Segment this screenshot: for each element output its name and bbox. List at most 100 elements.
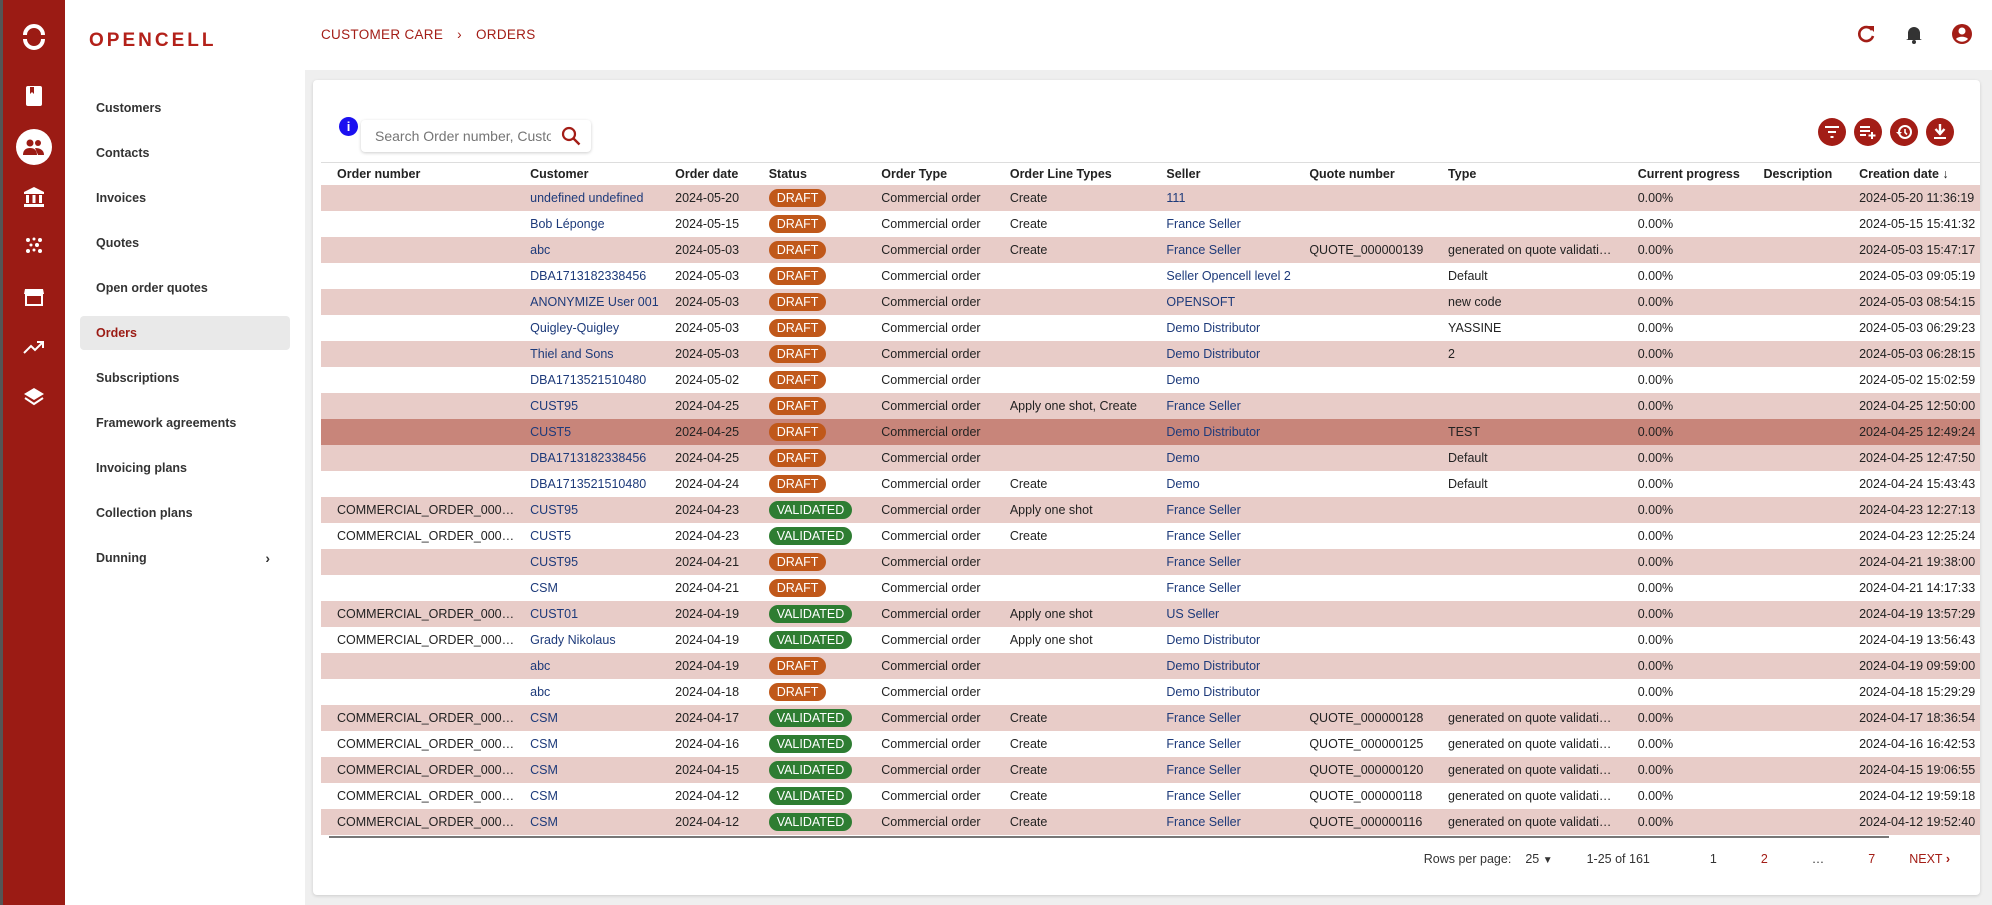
customer-link[interactable]: DBA1713521510480 bbox=[530, 373, 647, 387]
customer-link[interactable]: CSM bbox=[514, 809, 660, 835]
store-icon[interactable] bbox=[17, 280, 51, 314]
column-header[interactable]: Status bbox=[768, 167, 807, 181]
table-row[interactable]: CUST5 2024-04-25 DRAFT Commercial order Demo… bbox=[321, 419, 1980, 445]
sidebar-item-subscriptions[interactable]: Subscriptions bbox=[80, 361, 290, 395]
table-row[interactable]: COMMERCIAL_ORDER_000… Grady Nikolaus 2024-… bbox=[321, 627, 1980, 653]
column-header[interactable]: Type bbox=[1448, 167, 1477, 181]
table-row[interactable]: DBA1713521510480 2024-05-02 DRAFT Commercia… bbox=[321, 367, 1980, 393]
column-header[interactable]: Order date bbox=[675, 167, 739, 181]
seller-link[interactable]: Demo Distributor bbox=[1150, 419, 1294, 445]
table-row[interactable]: Thiel and Sons 2024-05-03 DRAFT Commercial … bbox=[321, 341, 1980, 367]
customer-link[interactable]: CUST95 bbox=[514, 497, 660, 523]
seller-link[interactable]: Seller Opencell level 2 bbox=[1166, 269, 1291, 283]
table-row[interactable]: Quigley-Quigley 2024-05-03 DRAFT Commercial… bbox=[321, 315, 1980, 341]
sidebar-item-invoices[interactable]: Invoices bbox=[80, 181, 290, 215]
customer-link[interactable]: CUST5 bbox=[514, 419, 660, 445]
column-header[interactable]: Quote number bbox=[1309, 167, 1395, 181]
seller-link[interactable]: France Seller bbox=[1150, 705, 1294, 731]
seller-link[interactable]: France Seller bbox=[1166, 789, 1241, 803]
customer-link[interactable]: Thiel and Sons bbox=[514, 341, 660, 367]
sidebar-item-collection-plans[interactable]: Collection plans bbox=[80, 496, 290, 530]
sidebar-item-framework-agreements[interactable]: Framework agreements bbox=[80, 406, 290, 440]
customer-link[interactable]: abc bbox=[514, 237, 660, 263]
customer-link[interactable]: CSM bbox=[514, 757, 660, 783]
trending-up-icon[interactable] bbox=[17, 330, 51, 364]
table-row[interactable]: DBA1713521510480 2024-04-24 DRAFT Commercia… bbox=[321, 471, 1980, 497]
customer-link[interactable]: abc bbox=[530, 685, 551, 699]
table-row[interactable]: abc 2024-04-18 DRAFT Commercial order Demo D… bbox=[321, 679, 1980, 705]
seller-link[interactable]: Demo bbox=[1166, 477, 1200, 491]
bell-icon[interactable] bbox=[1902, 22, 1926, 46]
seller-link[interactable]: France Seller bbox=[1150, 549, 1294, 575]
book-icon[interactable] bbox=[17, 79, 51, 113]
column-header[interactable]: Customer bbox=[530, 167, 589, 181]
table-row[interactable]: undefined undefined 2024-05-20 DRAFT Commer… bbox=[321, 185, 1980, 211]
table-row[interactable]: DBA1713182338456 2024-04-25 DRAFT Commercia… bbox=[321, 445, 1980, 471]
table-row[interactable]: ANONYMIZE User 001 2024-05-03 DRAFT Commerc… bbox=[321, 289, 1980, 315]
customer-link[interactable]: DBA1713182338456 bbox=[530, 269, 647, 283]
seller-link[interactable]: Demo bbox=[1166, 373, 1200, 387]
seller-link[interactable]: France Seller bbox=[1166, 737, 1241, 751]
seller-link[interactable]: France Seller bbox=[1150, 809, 1294, 835]
opencell-logo-icon[interactable] bbox=[17, 20, 51, 54]
customer-link[interactable]: CSM bbox=[530, 737, 558, 751]
history-icon[interactable] bbox=[1890, 118, 1918, 146]
seller-link[interactable]: France Seller bbox=[1150, 757, 1294, 783]
seller-link[interactable]: France Seller bbox=[1166, 529, 1241, 543]
refresh-icon[interactable] bbox=[1854, 22, 1878, 46]
customer-link[interactable]: CUST5 bbox=[530, 529, 572, 543]
search-input[interactable] bbox=[361, 128, 551, 144]
table-row[interactable]: CUST95 2024-04-25 DRAFT Commercial order App… bbox=[321, 393, 1980, 419]
seller-link[interactable]: France Seller bbox=[1150, 237, 1294, 263]
customer-link[interactable]: Grady Nikolaus bbox=[530, 633, 616, 647]
column-header[interactable]: Order Type bbox=[881, 167, 948, 181]
column-header[interactable]: Current progress bbox=[1637, 167, 1740, 181]
sidebar-item-open-order-quotes[interactable]: Open order quotes bbox=[80, 271, 290, 305]
bank-icon[interactable] bbox=[17, 180, 51, 214]
table-row[interactable]: abc 2024-05-03 DRAFT Commercial order Create… bbox=[321, 237, 1980, 263]
customer-link[interactable]: CUST95 bbox=[514, 549, 660, 575]
seller-link[interactable]: Demo bbox=[1150, 445, 1294, 471]
account-icon[interactable] bbox=[1950, 22, 1974, 46]
download-icon[interactable] bbox=[1926, 118, 1954, 146]
sidebar-item-invoicing-plans[interactable]: Invoicing plans bbox=[80, 451, 290, 485]
customer-link[interactable]: CSM bbox=[530, 581, 558, 595]
table-row[interactable]: COMMERCIAL_ORDER_000… CSM 2024-04-16 VALIDA… bbox=[321, 731, 1980, 757]
customer-link[interactable]: DBA1713521510480 bbox=[530, 477, 647, 491]
table-row[interactable]: abc 2024-04-19 DRAFT Commercial order Demo D… bbox=[321, 653, 1980, 679]
table-row[interactable]: COMMERCIAL_ORDER_000… CUST01 2024-04-19 VAL… bbox=[321, 601, 1980, 627]
seller-link[interactable]: Demo Distributor bbox=[1166, 685, 1261, 699]
rows-per-page-select[interactable]: 25 ▼ bbox=[1525, 852, 1553, 866]
seller-link[interactable]: OPENSOFT bbox=[1150, 289, 1294, 315]
table-row[interactable]: COMMERCIAL_ORDER_000… CSM 2024-04-15 VALIDA… bbox=[321, 757, 1980, 783]
dots-icon[interactable] bbox=[17, 229, 51, 263]
table-row[interactable]: COMMERCIAL_ORDER_000… CSM 2024-04-17 VALIDA… bbox=[321, 705, 1980, 731]
breadcrumb-parent[interactable]: CUSTOMER CARE bbox=[321, 27, 444, 42]
info-icon[interactable]: i bbox=[339, 117, 358, 136]
sidebar-item-dunning[interactable]: Dunning › bbox=[80, 541, 290, 575]
next-button[interactable]: NEXT › bbox=[1909, 852, 1950, 866]
customer-link[interactable]: CUST95 bbox=[514, 393, 660, 419]
customer-link[interactable]: abc bbox=[514, 653, 660, 679]
sidebar-item-orders[interactable]: Orders bbox=[80, 316, 290, 350]
column-header[interactable]: Order number bbox=[337, 167, 421, 181]
customers-icon[interactable] bbox=[16, 129, 52, 165]
sidebar-item-contacts[interactable]: Contacts bbox=[80, 136, 290, 170]
customer-link[interactable]: Bob Léponge bbox=[530, 217, 605, 231]
add-column-icon[interactable] bbox=[1854, 118, 1882, 146]
customer-link[interactable]: CSM bbox=[514, 705, 660, 731]
customer-link[interactable]: Quigley-Quigley bbox=[530, 321, 620, 335]
seller-link[interactable]: France Seller bbox=[1150, 393, 1294, 419]
column-header[interactable]: Creation date ↓ bbox=[1859, 167, 1949, 181]
customer-link[interactable]: undefined undefined bbox=[514, 185, 660, 211]
seller-link[interactable]: 111 bbox=[1150, 185, 1294, 211]
table-row[interactable]: COMMERCIAL_ORDER_000… CUST5 2024-04-23 VALI… bbox=[321, 523, 1980, 549]
table-row[interactable]: Bob Léponge 2024-05-15 DRAFT Commercial ord… bbox=[321, 211, 1980, 237]
sidebar-item-customers[interactable]: Customers bbox=[80, 91, 290, 125]
customer-link[interactable]: DBA1713182338456 bbox=[514, 445, 660, 471]
layers-icon[interactable] bbox=[17, 380, 51, 414]
column-header[interactable]: Description bbox=[1763, 167, 1833, 181]
seller-link[interactable]: Demo Distributor bbox=[1150, 653, 1294, 679]
seller-link[interactable]: France Seller bbox=[1166, 217, 1241, 231]
seller-link[interactable]: Demo Distributor bbox=[1166, 633, 1261, 647]
